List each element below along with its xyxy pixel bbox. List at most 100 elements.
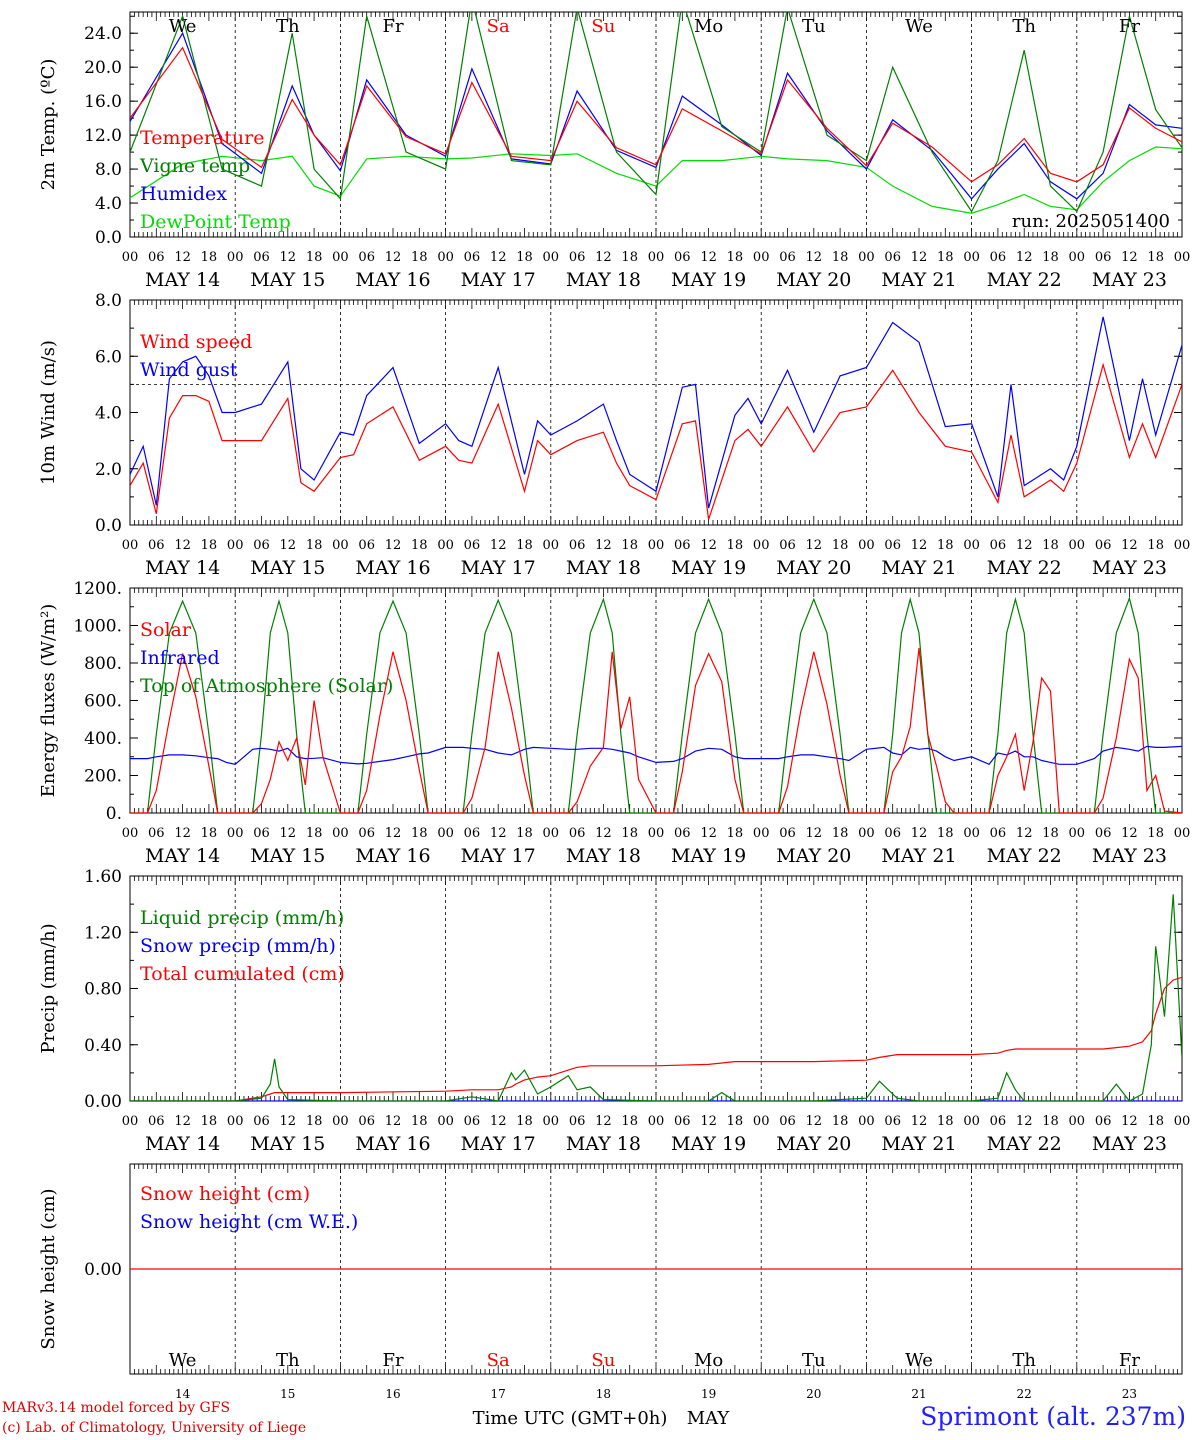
date-label: MAY 15 [250, 269, 325, 291]
date-label: MAY 22 [987, 1133, 1062, 1155]
legend-entry: Temperature [140, 127, 264, 149]
series-line-2 [130, 976, 1182, 1101]
hour-label: 06 [779, 1114, 796, 1129]
date-label: MAY 20 [776, 1133, 851, 1155]
hour-label: 00 [543, 250, 560, 265]
hour-label: 00 [648, 250, 665, 265]
hour-label: 00 [1174, 538, 1191, 553]
hour-label: 12 [806, 538, 823, 553]
hour-label: 00 [1069, 1114, 1086, 1129]
hour-label: 12 [595, 538, 612, 553]
legend-entry: Wind speed [140, 331, 252, 353]
hour-label: 18 [306, 250, 323, 265]
y-tick-label: 4.0 [95, 404, 122, 424]
series-line-2 [130, 31, 1182, 200]
y-tick-label: 24.0 [84, 24, 122, 44]
hour-label: 06 [990, 538, 1007, 553]
y-tick-label: 8.0 [95, 160, 122, 180]
y-tick-label: 2.0 [95, 460, 122, 480]
date-label: MAY 14 [145, 1133, 220, 1155]
hour-label: 06 [674, 250, 691, 265]
hour-label: 06 [884, 826, 901, 841]
day-number-label: 18 [596, 1387, 611, 1401]
hour-label: 00 [648, 1114, 665, 1129]
date-label: MAY 16 [355, 845, 430, 867]
hour-label: 18 [1147, 538, 1164, 553]
hour-label: 00 [332, 1114, 349, 1129]
hour-label: 00 [963, 538, 980, 553]
hour-label: 00 [437, 538, 454, 553]
hour-label: 18 [727, 538, 744, 553]
date-label: MAY 23 [1092, 1133, 1167, 1155]
run-label: run: 2025051400 [1012, 211, 1170, 232]
hour-label: 00 [122, 826, 139, 841]
hour-label: 12 [911, 826, 928, 841]
hour-label: 06 [358, 538, 375, 553]
date-label: MAY 23 [1092, 269, 1167, 291]
date-label: MAY 15 [250, 1133, 325, 1155]
y-tick-label: 0.40 [84, 1036, 122, 1056]
hour-label: 18 [516, 1114, 533, 1129]
hour-label: 06 [990, 1114, 1007, 1129]
hour-label: 00 [753, 538, 770, 553]
hour-label: 12 [1016, 538, 1033, 553]
series-line-0 [130, 894, 1182, 1101]
hour-label: 12 [385, 1114, 402, 1129]
hour-label: 06 [253, 538, 270, 553]
hour-label: 12 [174, 250, 191, 265]
y-tick-label: 800. [84, 654, 122, 674]
hour-label: 18 [937, 250, 954, 265]
panel-5: 0.00 Snow height (cm) Snow height (cm) Snow… [38, 1163, 1183, 1429]
x-axis-month: MAY [687, 1408, 731, 1429]
hour-label: 18 [411, 826, 428, 841]
date-label: MAY 23 [1092, 557, 1167, 579]
series-line-0 [130, 647, 1182, 813]
hour-label: 06 [253, 250, 270, 265]
hour-label: 00 [437, 826, 454, 841]
hour-label: 18 [306, 826, 323, 841]
hour-label: 00 [543, 538, 560, 553]
hour-label: 12 [911, 250, 928, 265]
weekday-label: Th [276, 1350, 300, 1371]
date-label: MAY 20 [776, 269, 851, 291]
hour-label: 12 [1121, 826, 1138, 841]
hour-label: 06 [569, 538, 586, 553]
date-label: MAY 21 [881, 845, 956, 867]
hour-label: 00 [1069, 538, 1086, 553]
weekday-label: We [905, 16, 933, 37]
hour-label: 00 [122, 250, 139, 265]
hour-label: 06 [1095, 538, 1112, 553]
date-label: MAY 23 [1092, 845, 1167, 867]
hour-label: 00 [858, 250, 875, 265]
date-label: MAY 22 [987, 269, 1062, 291]
hour-label: 00 [122, 1114, 139, 1129]
hour-label: 06 [990, 250, 1007, 265]
hour-label: 06 [358, 250, 375, 265]
hour-label: 06 [358, 1114, 375, 1129]
hour-label: 06 [464, 538, 481, 553]
hour-label: 18 [1042, 250, 1059, 265]
date-label: MAY 19 [671, 269, 746, 291]
plot-frame [129, 11, 1183, 238]
series-line-0 [130, 46, 1182, 183]
hour-label: 00 [1069, 250, 1086, 265]
hour-label: 06 [569, 1114, 586, 1129]
hour-label: 12 [911, 1114, 928, 1129]
hour-label: 18 [832, 1114, 849, 1129]
hour-label: 12 [806, 250, 823, 265]
hour-label: 12 [280, 538, 297, 553]
hour-label: 18 [1042, 1114, 1059, 1129]
hour-label: 06 [884, 250, 901, 265]
hour-label: 12 [490, 250, 507, 265]
hour-label: 00 [543, 1114, 560, 1129]
panel-2: 0.0 2.0 4.0 6.0 8.0 10m Wind (m/s) Wind speed W… [38, 291, 1190, 579]
date-label: MAY 22 [987, 557, 1062, 579]
legend-entry: Top of Atmosphere (Solar) [140, 675, 393, 697]
date-label: MAY 20 [776, 845, 851, 867]
hour-label: 00 [753, 826, 770, 841]
legend-entry: Snow height (cm) [140, 1183, 310, 1205]
legend-entry: Snow precip (mm/h) [140, 935, 336, 957]
y-tick-label: 8.0 [95, 291, 122, 311]
weekday-label: Tu [802, 1350, 826, 1371]
